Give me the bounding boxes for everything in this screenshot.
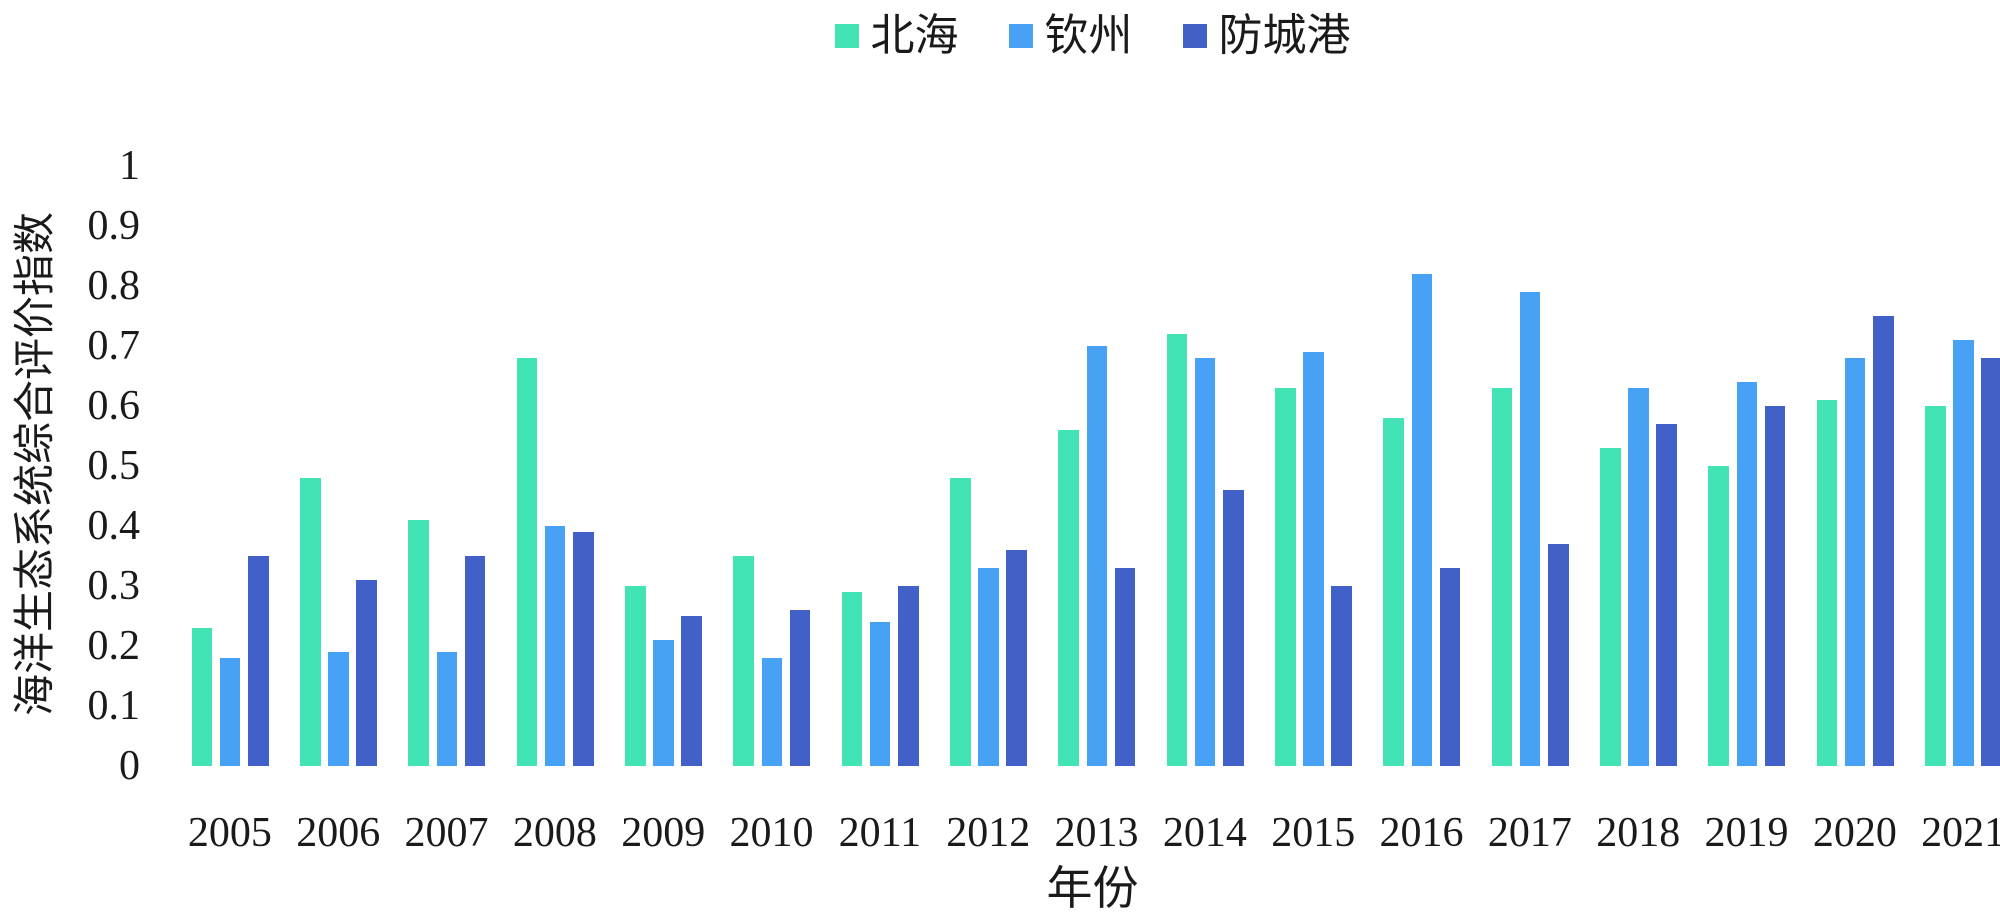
x-axis-title: 年份: [1046, 863, 1139, 914]
y-tick-label: 0.1: [87, 683, 141, 729]
bar-fangchenggang-2016: [1439, 568, 1461, 766]
bar-fangchenggang-2005: [248, 556, 269, 766]
bar-qinzhou-2011: [869, 622, 891, 766]
y-tick-label: 0.9: [87, 203, 141, 249]
bar-beihai-2018: [1599, 448, 1621, 766]
bar-beihai-2013: [1058, 430, 1079, 766]
x-tick-label: 2009: [621, 810, 706, 856]
bar-fangchenggang-2018: [1656, 424, 1677, 766]
bar-beihai-2020: [1816, 400, 1838, 766]
bar-qinzhou-2015: [1303, 352, 1324, 766]
x-tick-label: 2015: [1271, 810, 1356, 856]
bar-qinzhou-2009: [653, 640, 674, 766]
x-tick-label: 2018: [1596, 810, 1681, 856]
bar-beihai-2015: [1275, 388, 1296, 766]
legend-swatch-qinzhou: [1008, 24, 1033, 48]
y-tick-label: 0.8: [87, 263, 141, 309]
bar-fangchenggang-2017: [1548, 544, 1569, 766]
bar-beihai-2007: [408, 520, 429, 766]
bar-fangchenggang-2021: [1981, 358, 2000, 766]
y-tick-label: 0.2: [87, 623, 141, 669]
bar-qinzhou-2018: [1628, 388, 1649, 766]
bar-beihai-2014: [1166, 334, 1188, 766]
bar-fangchenggang-2011: [898, 586, 919, 766]
bar-beihai-2008: [516, 358, 538, 766]
bar-beihai-2006: [300, 478, 321, 766]
bar-qinzhou-2020: [1844, 358, 1866, 766]
x-tick-label: 2007: [404, 810, 489, 856]
bar-qinzhou-2012: [978, 568, 999, 766]
plot-area: [185, 166, 2000, 766]
bar-fangchenggang-2008: [573, 532, 594, 766]
x-tick-label: 2019: [1704, 810, 1789, 856]
bar-beihai-2021: [1924, 406, 1946, 766]
bar-fangchenggang-2019: [1764, 406, 1786, 766]
bar-qinzhou-2010: [761, 658, 783, 766]
bar-qinzhou-2019: [1736, 382, 1758, 766]
bar-qinzhou-2005: [219, 658, 241, 766]
x-tick-label: 2016: [1379, 810, 1464, 856]
legend-label: 北海: [870, 11, 959, 60]
legend-swatch-beihai: [834, 24, 859, 48]
y-tick-label: 0.6: [87, 383, 141, 429]
bar-fangchenggang-2006: [356, 580, 378, 766]
bar-fangchenggang-2007: [464, 556, 486, 766]
y-tick-label: 0.3: [87, 563, 141, 609]
bar-qinzhou-2008: [544, 526, 566, 766]
bar-beihai-2005: [191, 628, 213, 766]
bar-qinzhou-2014: [1194, 358, 1216, 766]
bar-beihai-2011: [841, 592, 863, 766]
bar-beihai-2016: [1383, 418, 1404, 766]
y-tick-label: 0.5: [87, 443, 141, 489]
bar-fangchenggang-2012: [1006, 550, 1027, 766]
x-tick-label: 2010: [729, 810, 814, 856]
bar-fangchenggang-2009: [681, 616, 702, 766]
bar-fangchenggang-2014: [1223, 490, 1244, 766]
x-tick-label: 2014: [1162, 810, 1247, 856]
bar-qinzhou-2017: [1519, 292, 1541, 766]
y-tick-label: 0: [119, 743, 140, 789]
bar-qinzhou-2016: [1411, 274, 1433, 766]
x-tick-label: 2005: [187, 810, 272, 856]
x-tick-label: 2020: [1812, 810, 1897, 856]
legend-swatch-fangchenggang: [1182, 24, 1207, 48]
legend-label: 钦州: [1044, 11, 1133, 60]
bar-qinzhou-2013: [1086, 346, 1108, 766]
legend-item-beihai: 北海: [834, 11, 959, 60]
x-tick-label: 2006: [296, 810, 381, 856]
x-tick-label: 2011: [838, 810, 922, 856]
bar-beihai-2019: [1708, 466, 1729, 766]
x-tick-label: 2008: [512, 810, 597, 856]
legend-item-qinzhou: 钦州: [1008, 11, 1133, 60]
bar-fangchenggang-2010: [789, 610, 811, 766]
bar-beihai-2010: [733, 556, 754, 766]
x-tick-label: 2017: [1487, 810, 1572, 856]
bar-qinzhou-2007: [436, 652, 458, 766]
bar-qinzhou-2006: [328, 652, 349, 766]
bar-fangchenggang-2020: [1873, 316, 1894, 766]
bar-beihai-2012: [950, 478, 971, 766]
y-tick-label: 0.7: [87, 323, 141, 369]
bar-beihai-2009: [625, 586, 646, 766]
bar-fangchenggang-2013: [1114, 568, 1136, 766]
legend-item-fangchenggang: 防城港: [1182, 11, 1351, 60]
legend: 北海 钦州 防城港: [185, 10, 2000, 62]
x-tick-label: 2013: [1054, 810, 1139, 856]
bar-beihai-2017: [1491, 388, 1513, 766]
bar-fangchenggang-2015: [1331, 586, 1352, 766]
x-tick-label: 2021: [1921, 810, 2000, 856]
y-tick-label: 1: [119, 143, 140, 189]
legend-label: 防城港: [1218, 11, 1351, 60]
bar-qinzhou-2021: [1953, 340, 1974, 766]
x-tick-label: 2012: [946, 810, 1031, 856]
y-tick-label: 0.4: [87, 503, 141, 549]
